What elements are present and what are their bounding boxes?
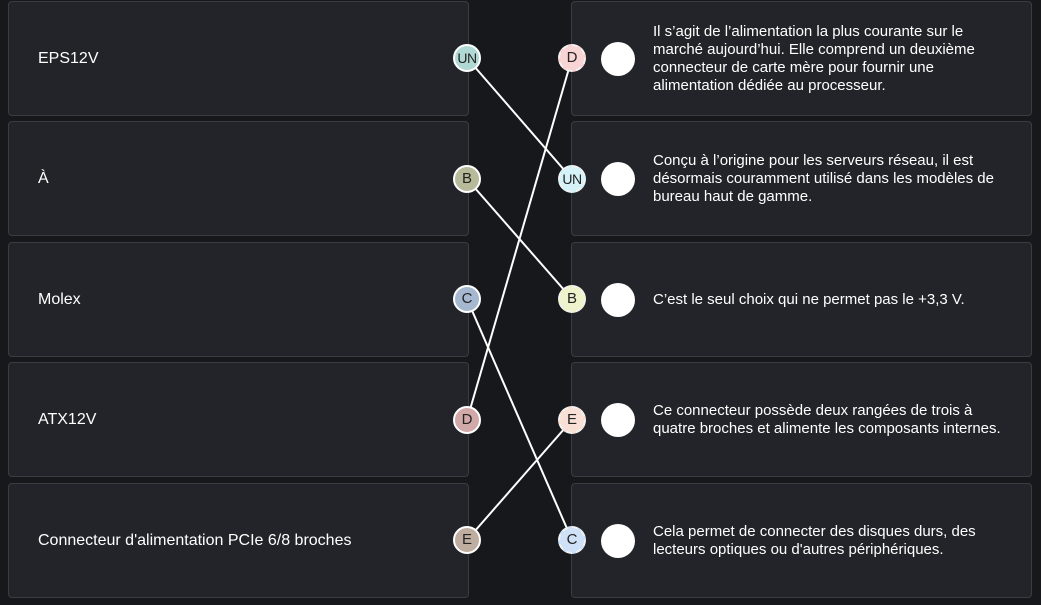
left-item-a: À — [8, 121, 469, 236]
drop-target[interactable] — [601, 402, 635, 437]
right-item-text: Conçu à l’origine pour les serveurs rése… — [653, 151, 994, 205]
left-item-eps12v: EPS12V — [8, 1, 469, 116]
right-badge-un[interactable]: UN — [558, 165, 586, 193]
drop-target[interactable] — [601, 41, 635, 76]
right-badge-d[interactable]: D — [558, 44, 586, 72]
left-item-label: ATX12V — [38, 410, 97, 428]
left-item-label: À — [38, 169, 49, 187]
connection-line — [466, 178, 573, 300]
drop-target[interactable] — [601, 523, 635, 558]
right-item-text: Ce connecteur possède deux rangées de tr… — [653, 401, 1001, 437]
left-badge-un[interactable]: UN — [453, 44, 481, 72]
drop-target[interactable] — [601, 282, 635, 317]
left-badge-d[interactable]: D — [453, 406, 481, 434]
right-item-2: Conçu à l’origine pour les serveurs rése… — [571, 121, 1032, 236]
connection-line — [466, 298, 573, 541]
right-item-text: Il s’agit de l’alimentation la plus cour… — [653, 22, 975, 94]
right-item-3: C’est le seul choix qui ne permet pas le… — [571, 242, 1032, 357]
right-item-1: Il s’agit de l’alimentation la plus cour… — [571, 1, 1032, 116]
connection-line — [466, 419, 573, 541]
left-badge-c[interactable]: C — [453, 285, 481, 313]
connection-line — [466, 57, 573, 180]
left-item-molex: Molex — [8, 242, 469, 357]
left-badge-b[interactable]: B — [453, 165, 481, 193]
left-item-label: EPS12V — [38, 49, 99, 67]
right-item-text: Cela permet de connecter des disques dur… — [653, 522, 976, 558]
left-badge-e[interactable]: E — [453, 526, 481, 554]
right-badge-c[interactable]: C — [558, 526, 586, 554]
right-item-text: C’est le seul choix qui ne permet pas le… — [653, 290, 965, 308]
connection-line — [466, 57, 573, 421]
right-badge-b[interactable]: B — [558, 285, 586, 313]
left-item-label: Connecteur d'alimentation PCIe 6/8 broch… — [38, 531, 352, 549]
right-badge-e[interactable]: E — [558, 406, 586, 434]
left-item-atx12v: ATX12V — [8, 362, 469, 477]
right-item-4: Ce connecteur possède deux rangées de tr… — [571, 362, 1032, 477]
left-item-pcie: Connecteur d'alimentation PCIe 6/8 broch… — [8, 483, 469, 598]
right-item-5: Cela permet de connecter des disques dur… — [571, 483, 1032, 598]
drop-target[interactable] — [601, 161, 635, 196]
left-item-label: Molex — [38, 290, 81, 308]
